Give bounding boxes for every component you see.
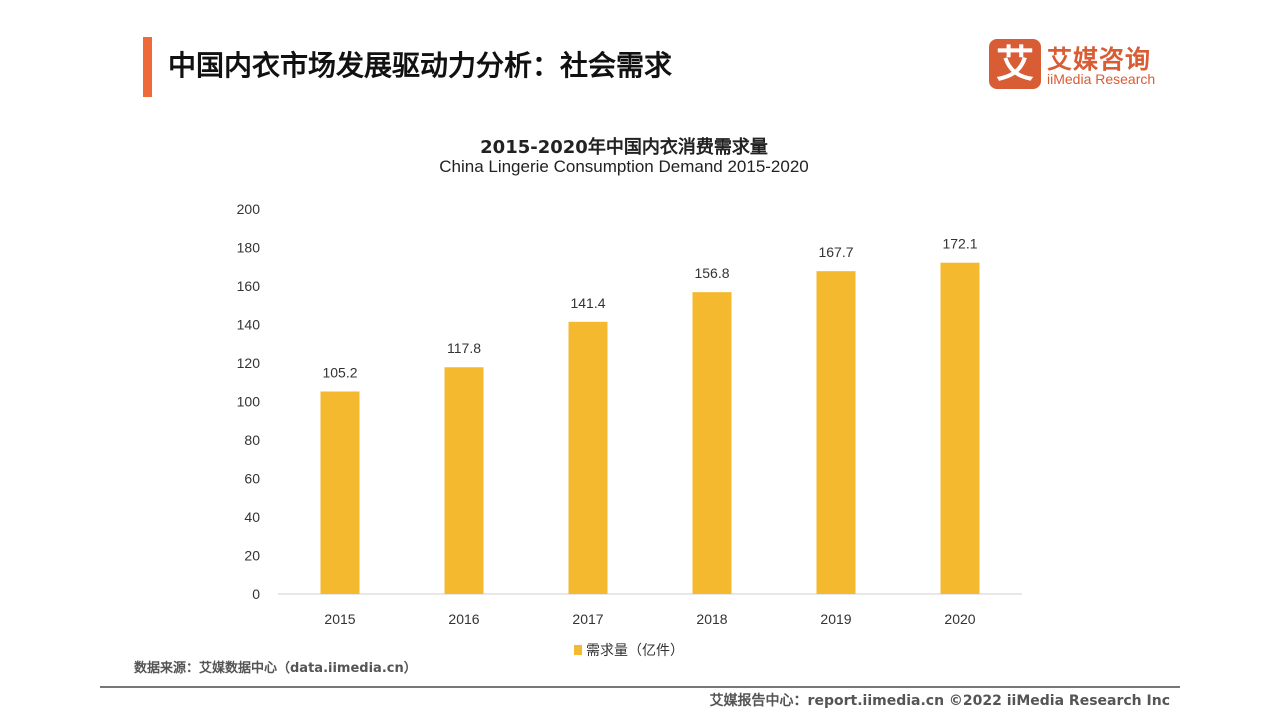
y-tick-label: 160 (237, 278, 261, 294)
footer-divider (100, 686, 1180, 688)
chart-title: 2015-2020年中国内衣消费需求量 (480, 137, 768, 158)
bar (320, 391, 360, 594)
value-label: 156.8 (694, 265, 729, 281)
data-source: 数据来源：艾媒数据中心（data.iimedia.cn） (134, 661, 417, 676)
x-tick-label: 2018 (696, 611, 727, 627)
logo-name-cn: 艾媒咨询 (1047, 45, 1152, 74)
chart-subtitle: China Lingerie Consumption Demand 2015-2… (439, 157, 809, 176)
logo-name-en: iiMedia Research (1047, 71, 1156, 87)
y-tick-label: 40 (244, 509, 260, 525)
title-accent-bar (143, 37, 152, 97)
y-tick-label: 100 (237, 394, 261, 410)
value-label: 172.1 (942, 236, 977, 252)
x-tick-label: 2017 (572, 611, 603, 627)
y-tick-label: 180 (237, 240, 261, 256)
y-tick-label: 140 (237, 317, 261, 333)
legend-swatch (574, 645, 582, 655)
y-tick-label: 0 (252, 586, 260, 602)
bar (444, 367, 484, 594)
bar (692, 292, 732, 594)
y-tick-label: 20 (244, 548, 260, 564)
value-label: 105.2 (322, 364, 357, 380)
x-tick-label: 2015 (324, 611, 355, 627)
y-tick-label: 120 (237, 355, 261, 371)
value-label: 141.4 (570, 295, 605, 311)
value-label: 167.7 (818, 244, 853, 260)
page-title: 中国内衣市场发展驱动力分析：社会需求 (168, 49, 673, 82)
y-tick-label: 80 (244, 432, 260, 448)
bar (940, 262, 980, 594)
x-tick-label: 2019 (820, 611, 851, 627)
legend-label: 需求量（亿件） (586, 643, 684, 659)
value-label: 117.8 (447, 340, 481, 356)
logo-mark: 艾 (989, 39, 1041, 89)
legend: 需求量（亿件） (574, 640, 684, 660)
y-tick-label: 60 (244, 471, 260, 487)
y-tick-label: 200 (237, 201, 261, 217)
bar (568, 321, 608, 594)
footer-copyright: 艾媒报告中心：report.iimedia.cn ©2022 iiMedia R… (709, 693, 1170, 709)
x-tick-label: 2020 (944, 611, 975, 627)
x-tick-label: 2016 (448, 611, 479, 627)
bar (816, 271, 856, 594)
